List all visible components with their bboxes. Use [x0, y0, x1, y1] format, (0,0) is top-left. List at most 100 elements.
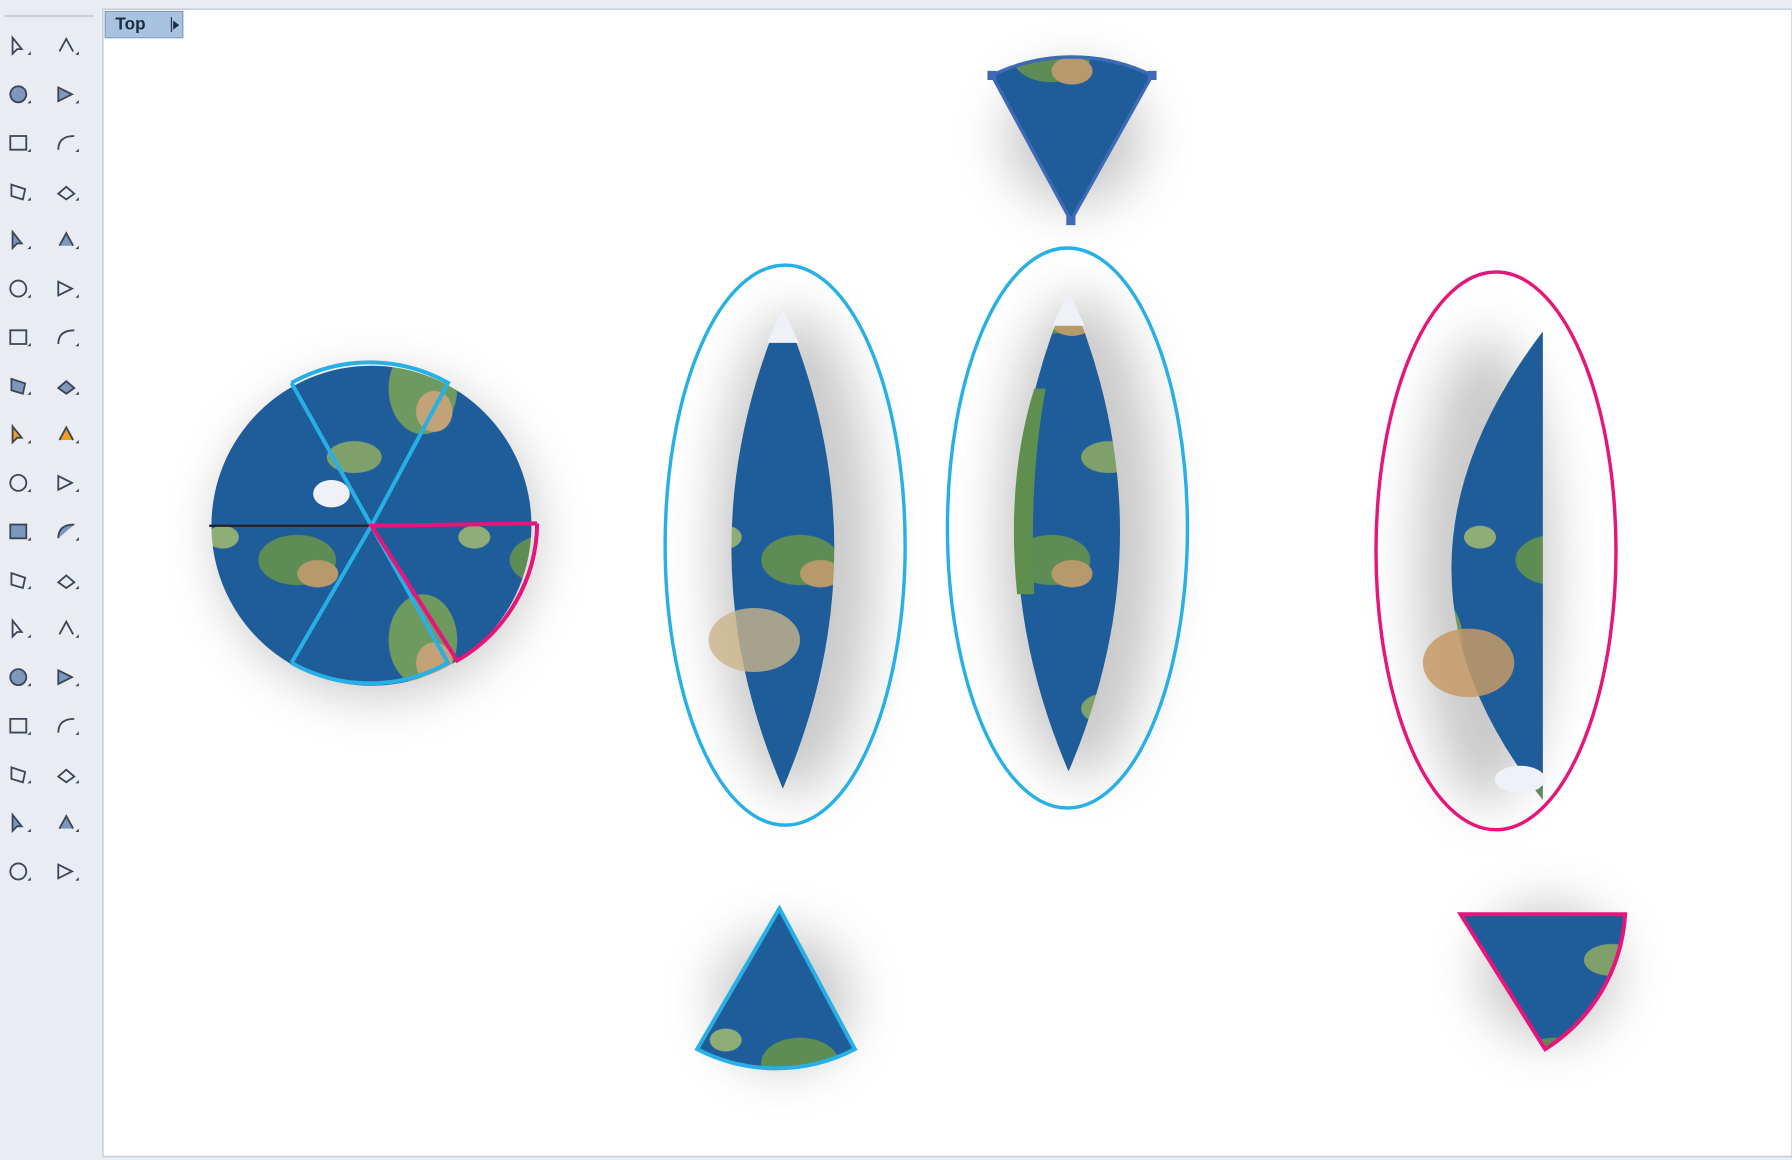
tool-icon — [57, 523, 75, 539]
viewport-tab[interactable] — [104, 10, 184, 39]
flyout-corner — [75, 245, 79, 250]
tool-button[interactable] — [57, 668, 79, 687]
tool-button[interactable] — [57, 329, 79, 347]
control-point — [1147, 70, 1157, 80]
tool-icon — [9, 85, 28, 104]
land — [1422, 628, 1515, 698]
tool-button[interactable] — [56, 379, 79, 395]
tool-button[interactable] — [11, 229, 31, 251]
land — [1013, 388, 1046, 595]
tool-icon — [10, 766, 27, 784]
tool-button[interactable] — [11, 35, 31, 56]
gore — [1017, 291, 1120, 772]
bounding-ellipse — [1374, 270, 1618, 832]
tool-button[interactable] — [9, 279, 31, 298]
tool-icon — [11, 229, 24, 251]
tool-icon — [57, 863, 75, 880]
tool-button[interactable] — [56, 768, 79, 784]
flyout-corner — [27, 391, 31, 395]
tool-icon — [10, 183, 27, 201]
tool-button[interactable] — [10, 377, 31, 395]
bounding-ellipse — [945, 246, 1190, 810]
tool-button[interactable] — [56, 574, 79, 590]
tool-button[interactable] — [57, 85, 79, 104]
tool-icon — [57, 135, 75, 150]
tool-button[interactable] — [58, 425, 79, 444]
tool-icon — [56, 379, 76, 395]
tool-icon — [58, 619, 74, 635]
tool-button[interactable] — [58, 231, 79, 250]
viewport-label: Top — [115, 14, 145, 34]
tool-icon — [11, 35, 24, 56]
tool-icon — [56, 768, 76, 784]
flyout-corner — [27, 488, 31, 492]
control-point — [1066, 216, 1076, 226]
tool-button[interactable] — [9, 474, 31, 492]
tool-grid — [9, 35, 79, 881]
tool-button[interactable] — [57, 523, 79, 541]
tool-button[interactable] — [58, 36, 79, 55]
tool-button[interactable] — [11, 423, 31, 445]
tool-icon — [11, 423, 24, 445]
tool-button[interactable] — [58, 814, 79, 832]
tool-icon — [56, 574, 76, 590]
tool-button[interactable] — [57, 280, 79, 298]
tool-button[interactable] — [10, 571, 31, 590]
flyout-corner — [75, 440, 79, 444]
flyout-corner — [75, 342, 79, 347]
flyout-corner — [27, 537, 31, 541]
polar-cap — [1052, 291, 1085, 326]
flyout-corner — [75, 877, 79, 881]
tool-icon — [9, 135, 28, 151]
tool-button[interactable] — [57, 474, 79, 492]
flyout-corner — [27, 877, 31, 881]
tool-button[interactable] — [9, 135, 31, 152]
tool-button[interactable] — [10, 183, 31, 201]
flyout-corner — [27, 828, 31, 832]
tool-button[interactable] — [57, 717, 79, 735]
tool-icon — [57, 474, 75, 492]
flyout-corner — [27, 197, 31, 201]
polar-sector — [1456, 912, 1628, 1052]
tool-button[interactable] — [9, 668, 31, 687]
flyout-corner — [75, 537, 79, 541]
tool-icon — [57, 717, 75, 733]
tool-icon — [11, 812, 24, 834]
flyout-corner — [27, 148, 31, 152]
tool-button[interactable] — [56, 185, 79, 201]
tool-button[interactable] — [9, 717, 31, 735]
flyout-corner — [27, 342, 31, 347]
land — [708, 608, 800, 672]
flyout-corner — [27, 634, 31, 638]
tool-icon — [9, 474, 28, 492]
flyout-corner — [27, 100, 31, 104]
flyout-corner — [27, 294, 31, 298]
flyout-corner — [75, 682, 79, 687]
tool-button[interactable] — [9, 862, 31, 881]
tool-button[interactable] — [9, 329, 31, 347]
tool-icon — [9, 668, 28, 686]
tool-icon — [9, 717, 28, 734]
tool-icon — [9, 523, 28, 540]
tool-button[interactable] — [11, 617, 31, 639]
tool-button[interactable] — [57, 135, 79, 152]
flyout-corner — [27, 245, 31, 250]
flyout-corner — [75, 148, 79, 152]
tool-button[interactable] — [9, 523, 31, 541]
tool-button[interactable] — [58, 619, 79, 638]
tab-dropdown[interactable] — [170, 17, 180, 32]
tool-icon — [10, 571, 27, 590]
tool-button[interactable] — [9, 85, 31, 104]
flyout-corner — [75, 197, 79, 201]
globe-cuts — [289, 360, 451, 686]
control-point — [987, 70, 997, 80]
flyout-corner — [75, 51, 79, 55]
tool-icon — [56, 185, 76, 201]
tool-button[interactable] — [11, 812, 31, 834]
tool-button[interactable] — [10, 766, 31, 784]
tool-button[interactable] — [57, 863, 79, 881]
tool-icon — [9, 279, 28, 298]
tool-icon — [10, 377, 27, 395]
